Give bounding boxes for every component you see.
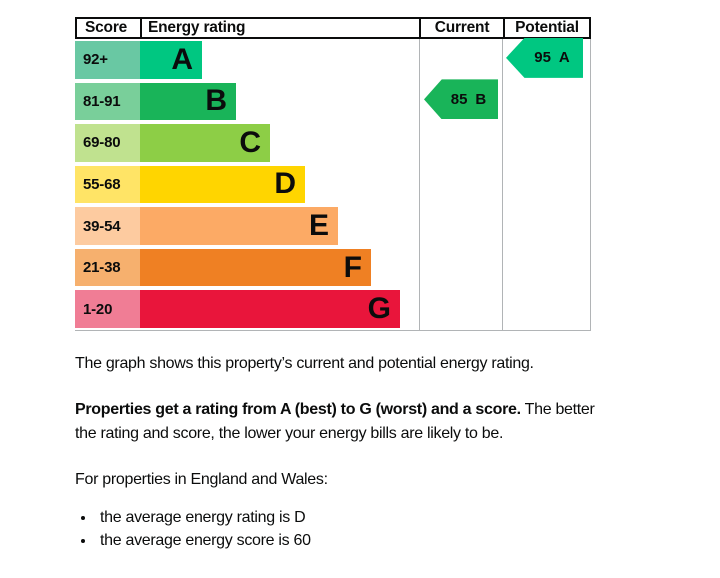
rating-bar: D: [140, 165, 305, 204]
average-score-item: the average energy score is 60: [96, 529, 635, 552]
rating-explainer-line2: the rating and score, the lower your ene…: [75, 425, 504, 442]
score-cell: 39-54: [75, 207, 140, 245]
rating-letter: F: [343, 250, 362, 284]
score-cell: 81-91: [75, 82, 140, 121]
score-column-header: Score: [75, 19, 140, 37]
score-cell: 21-38: [75, 248, 140, 287]
score-cell: 69-80: [75, 124, 140, 162]
potential-score: 95: [534, 49, 551, 67]
potential-column-header: Potential: [503, 19, 591, 37]
current-letter: B: [475, 90, 487, 108]
band-row-f: 21-38 F: [75, 247, 591, 289]
rating-letter: A: [171, 42, 193, 76]
band-row-a: 92+ A: [75, 39, 591, 81]
current-column-header: Current: [419, 19, 503, 37]
rating-letter: B: [205, 84, 227, 118]
rating-bar: E: [140, 207, 338, 245]
band-row-b: 81-91 B: [75, 81, 591, 123]
graph-body: 92+ A 81-91 B 69-80 C 55-68 D: [75, 37, 591, 331]
graph-header-row: Score Energy rating Current Potential: [75, 17, 591, 39]
score-cell: 92+: [75, 41, 140, 79]
score-cell: 55-68: [75, 165, 140, 204]
rating-explainer: Properties get a rating from A (best) to…: [75, 398, 635, 446]
band-row-c: 69-80 C: [75, 122, 591, 164]
rating-bar: F: [140, 248, 371, 287]
rating-letter: D: [274, 167, 296, 201]
graph-description: The graph shows this property’s current …: [75, 355, 534, 372]
rating-bar: G: [140, 290, 400, 328]
potential-letter: A: [558, 49, 570, 67]
band-row-e: 39-54 E: [75, 205, 591, 247]
band-row-d: 55-68 D: [75, 164, 591, 206]
rating-letter: G: [367, 292, 391, 326]
current-column: 85 B: [419, 39, 503, 330]
rating-letter: C: [239, 125, 261, 159]
energy-rating-graph: Score Energy rating Current Potential 92…: [75, 17, 591, 331]
potential-column: 95 A: [503, 37, 591, 330]
england-wales-intro: For properties in England and Wales:: [75, 471, 328, 488]
band-row-g: 1-20 G: [75, 288, 591, 330]
rating-explainer-bold: Properties get a rating from A (best) to…: [75, 401, 521, 418]
rating-bar: C: [140, 124, 270, 162]
rating-explainer-rest: The better: [524, 401, 595, 418]
current-score: 85: [450, 90, 468, 108]
energy-rating-column-header: Energy rating: [140, 19, 419, 37]
average-rating-item: the average energy rating is D: [96, 506, 635, 529]
rating-letter: E: [308, 209, 329, 243]
explanatory-text: The graph shows this property’s current …: [75, 352, 635, 552]
current-rating-arrow: 85 B: [424, 79, 498, 120]
rating-bar: A: [140, 41, 202, 79]
score-cell: 1-20: [75, 290, 140, 328]
potential-rating-arrow: 95 A: [506, 37, 583, 78]
averages-list: the average energy rating is D the avera…: [75, 506, 635, 552]
rating-bar: B: [140, 82, 236, 121]
